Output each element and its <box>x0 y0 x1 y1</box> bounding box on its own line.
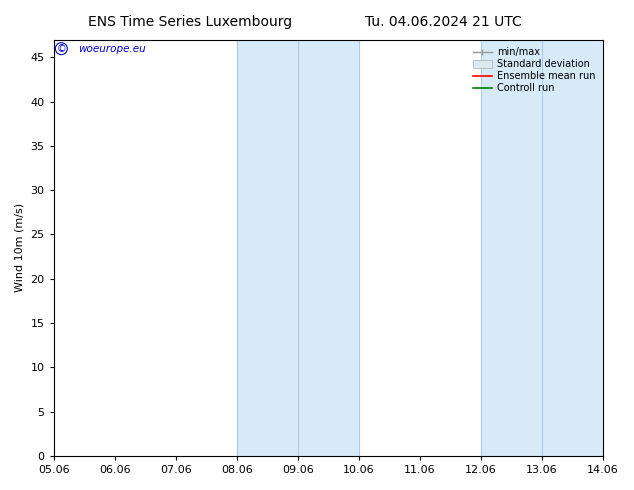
Y-axis label: Wind 10m (m/s): Wind 10m (m/s) <box>15 203 25 293</box>
Bar <box>481 40 603 456</box>
Text: ENS Time Series Luxembourg: ENS Time Series Luxembourg <box>88 15 292 29</box>
Text: ©: © <box>56 44 66 54</box>
Text: woeurope.eu: woeurope.eu <box>79 44 146 54</box>
Legend: min/max, Standard deviation, Ensemble mean run, Controll run: min/max, Standard deviation, Ensemble me… <box>470 45 598 96</box>
Bar <box>237 40 359 456</box>
Text: Tu. 04.06.2024 21 UTC: Tu. 04.06.2024 21 UTC <box>365 15 522 29</box>
